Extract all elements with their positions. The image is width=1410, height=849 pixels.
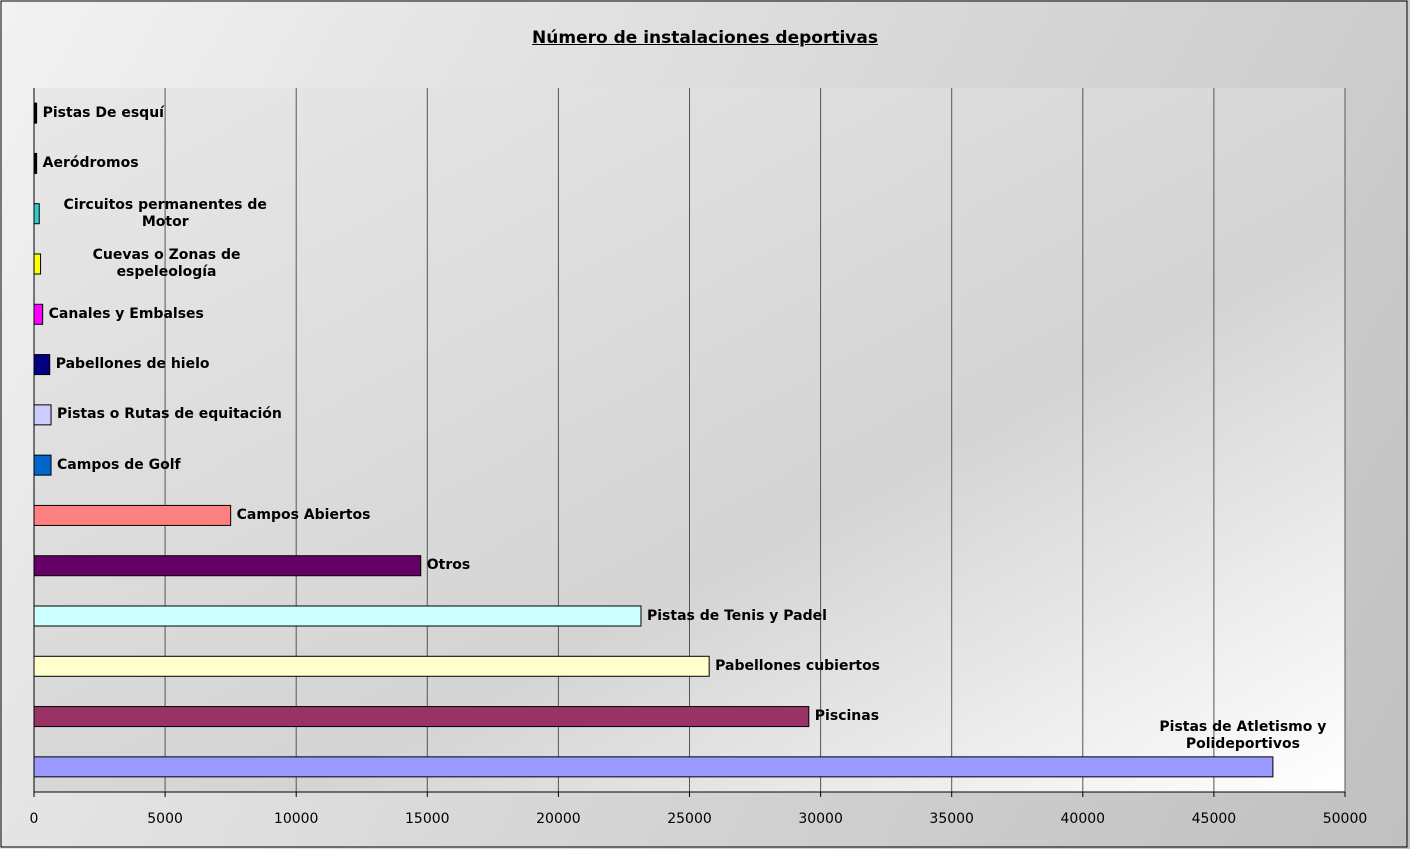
bar xyxy=(33,605,642,627)
x-tick-label: 20000 xyxy=(536,811,581,827)
bar xyxy=(33,655,710,677)
data-label: Cuevas o Zonas de espeleología xyxy=(92,247,241,280)
data-label: Pistas o Rutas de equitación xyxy=(57,406,282,423)
bar xyxy=(33,504,232,526)
x-tick-label: 10000 xyxy=(274,811,319,827)
data-label: Campos de Golf xyxy=(57,456,181,473)
data-label: Pabellones cubiertos xyxy=(715,657,881,674)
data-label: Canales y Embalses xyxy=(48,305,204,322)
bar xyxy=(33,354,51,376)
data-label: Otros xyxy=(426,557,471,574)
bar xyxy=(33,555,422,577)
bar xyxy=(33,454,52,476)
data-label: Pistas de Tenis y Padel xyxy=(646,607,827,624)
data-label: Pistas De esquí xyxy=(42,104,164,121)
x-tick-label: 50000 xyxy=(1323,811,1368,827)
x-tick-label: 0 xyxy=(30,811,39,827)
data-label: Pabellones de hielo xyxy=(55,356,210,373)
bar xyxy=(33,203,40,225)
data-label: Campos Abiertos xyxy=(236,506,371,523)
bar xyxy=(33,152,38,174)
data-label: Circuitos permanentes de Motor xyxy=(63,196,267,230)
bar xyxy=(33,253,42,275)
x-tick-label: 15000 xyxy=(405,811,450,827)
bar xyxy=(33,102,38,124)
x-tick-label: 45000 xyxy=(1192,811,1237,827)
x-tick-label: 30000 xyxy=(798,811,843,827)
x-tick-label: 40000 xyxy=(1061,811,1106,827)
data-label: Aeródromos xyxy=(42,154,139,171)
x-tick-label: 35000 xyxy=(929,811,974,827)
bar xyxy=(33,706,810,728)
bar xyxy=(33,303,44,325)
data-label: Piscinas xyxy=(814,708,880,725)
bar xyxy=(33,756,1274,778)
data-label: Pistas de Atletismo y Polideportivos xyxy=(1159,718,1327,752)
x-tick-label: 5000 xyxy=(147,811,183,827)
x-tick-label: 25000 xyxy=(667,811,712,827)
bar xyxy=(33,404,52,426)
chart-title: Número de instalaciones deportivas xyxy=(532,28,878,48)
